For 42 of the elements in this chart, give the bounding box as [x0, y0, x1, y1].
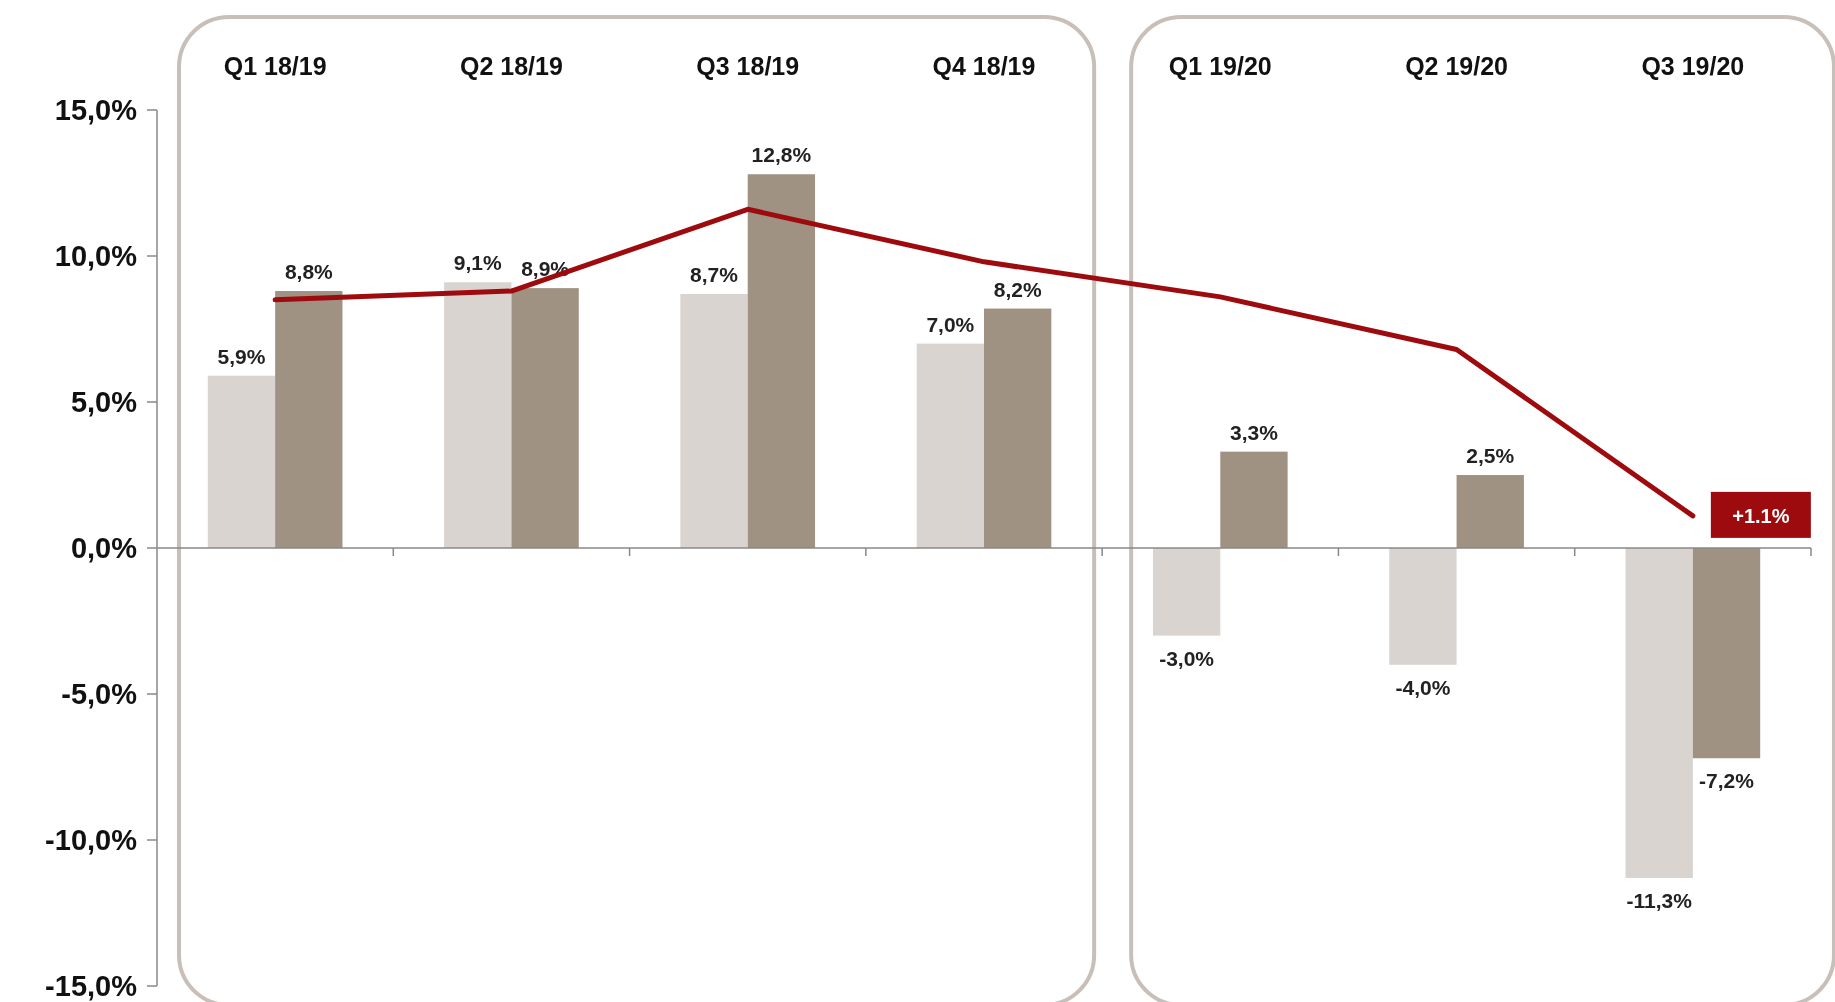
- data-label: 12,8%: [751, 143, 812, 167]
- y-tick-label: -15,0%: [45, 970, 138, 1002]
- data-label: 5,9%: [217, 344, 266, 368]
- data-label: -7,2%: [1699, 769, 1755, 793]
- bar: [275, 291, 343, 548]
- y-tick-label: 10,0%: [54, 240, 138, 272]
- bar: [511, 288, 579, 548]
- bar: [444, 282, 512, 548]
- bar: [1456, 475, 1524, 548]
- bar: [1692, 548, 1761, 759]
- data-label: -11,3%: [1626, 888, 1693, 912]
- data-label: 3,3%: [1230, 420, 1279, 444]
- y-tick-label: 0,0%: [70, 532, 138, 564]
- data-label: 8,8%: [284, 260, 334, 284]
- x-tick-label: Q3 18/19: [696, 52, 800, 80]
- data-label: 8,7%: [690, 262, 739, 286]
- data-label: -3,0%: [1159, 646, 1215, 670]
- x-tick-label: Q2 19/20: [1405, 52, 1508, 80]
- bar: [1625, 548, 1693, 878]
- bar: [680, 293, 748, 548]
- bar: [984, 308, 1052, 548]
- data-label: 7,0%: [926, 312, 975, 336]
- y-tick-label: -10,0%: [45, 824, 138, 856]
- data-label: -4,0%: [1395, 675, 1451, 699]
- x-tick-label: Q2 18/19: [460, 52, 563, 80]
- bar: [747, 174, 816, 548]
- bar: [1389, 548, 1457, 665]
- annotation: +1.1%: [1732, 504, 1790, 527]
- x-tick-label: Q4 18/19: [932, 52, 1036, 80]
- y-tick-label: 15,0%: [54, 94, 138, 126]
- bar: [1152, 548, 1221, 636]
- y-tick-label: -5,0%: [61, 678, 138, 710]
- data-label: 8,2%: [993, 277, 1042, 301]
- x-tick-label: Q1 18/19: [223, 52, 327, 80]
- bar: [1220, 451, 1288, 548]
- x-tick-label: Q1 19/20: [1168, 52, 1272, 80]
- bar: [207, 375, 276, 548]
- y-tick-label: 5,0%: [70, 386, 138, 418]
- data-label: 2,5%: [1466, 444, 1515, 467]
- bar: [916, 343, 984, 548]
- x-tick-label: Q3 19/20: [1641, 52, 1745, 80]
- data-label: 9,1%: [453, 251, 503, 275]
